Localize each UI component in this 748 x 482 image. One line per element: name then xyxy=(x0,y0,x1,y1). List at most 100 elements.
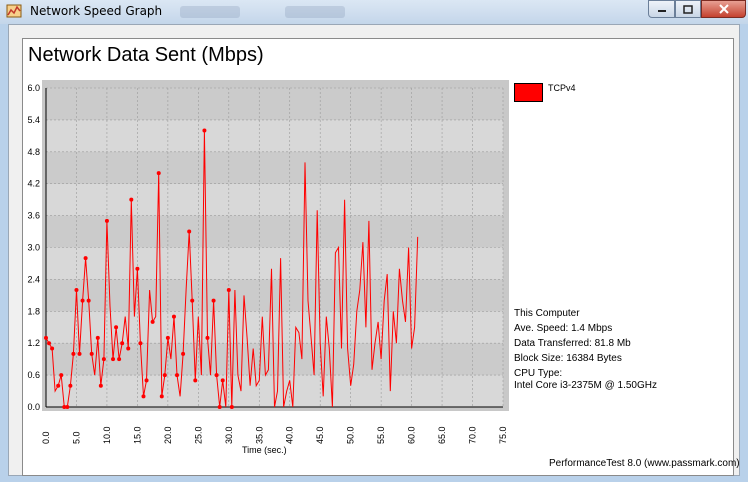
data-point xyxy=(156,171,161,176)
y-tick-label: 1.2 xyxy=(27,338,40,348)
data-point xyxy=(202,128,207,133)
x-axis-label: Time (sec.) xyxy=(242,445,287,455)
x-tick-label: 15.0 xyxy=(132,426,142,444)
data-point xyxy=(65,405,70,409)
y-tick-label: 4.8 xyxy=(27,147,40,157)
footer-credit: PerformanceTest 8.0 (www.passmark.com) xyxy=(549,458,740,469)
data-point xyxy=(62,405,67,409)
x-tick-label: 75.0 xyxy=(498,426,508,444)
x-tick-label: 40.0 xyxy=(285,426,295,444)
data-point xyxy=(214,373,219,378)
data-point xyxy=(162,373,167,378)
data-point xyxy=(211,298,216,303)
window-title: Network Speed Graph xyxy=(30,4,163,18)
x-tick-label: 30.0 xyxy=(224,426,234,444)
data-point xyxy=(101,357,106,362)
data-point xyxy=(175,373,180,378)
data-point xyxy=(135,266,140,271)
data-point xyxy=(89,351,94,356)
data-point xyxy=(159,394,164,399)
info-cpu-name: Intel Core i3-2375M @ 1.50GHz xyxy=(514,380,657,391)
x-tick-label: 65.0 xyxy=(437,426,447,444)
close-button[interactable] xyxy=(701,0,746,18)
plot-band xyxy=(46,215,503,248)
data-point xyxy=(187,229,192,234)
data-point xyxy=(120,341,125,346)
data-point xyxy=(229,405,234,409)
data-point xyxy=(80,298,85,303)
y-tick-label: 0.0 xyxy=(27,402,40,412)
x-tick-label: 70.0 xyxy=(468,426,478,444)
x-tick-label: 5.0 xyxy=(71,431,81,444)
x-tick-label: 55.0 xyxy=(376,426,386,444)
data-point xyxy=(150,319,155,324)
data-point xyxy=(56,383,61,388)
info-ave-speed: Ave. Speed: 1.4 Mbps xyxy=(514,323,613,334)
plot-band xyxy=(46,119,503,152)
background-window-tab xyxy=(180,6,240,18)
maximize-button[interactable] xyxy=(675,0,701,18)
data-point xyxy=(138,341,143,346)
data-point xyxy=(59,373,64,378)
x-tick-label: 20.0 xyxy=(163,426,173,444)
data-point xyxy=(83,256,88,261)
y-tick-label: 0.6 xyxy=(27,370,40,380)
plot-band xyxy=(46,183,503,216)
data-point xyxy=(205,335,210,340)
y-tick-label: 1.8 xyxy=(27,306,40,316)
info-block-size: Block Size: 16384 Bytes xyxy=(514,353,622,364)
data-point xyxy=(129,197,134,202)
y-tick-label: 3.0 xyxy=(27,243,40,253)
data-point xyxy=(144,378,149,383)
info-computer: This Computer xyxy=(514,308,580,319)
plot-band xyxy=(46,311,503,344)
legend-label: TCPv4 xyxy=(548,83,576,93)
plot-band xyxy=(46,151,503,184)
x-tick-label: 50.0 xyxy=(346,426,356,444)
maximize-icon xyxy=(683,4,693,14)
y-tick-label: 6.0 xyxy=(27,83,40,93)
y-tick-label: 3.6 xyxy=(27,211,40,221)
x-tick-label: 45.0 xyxy=(315,426,325,444)
data-point xyxy=(220,378,225,383)
x-tick-label: 25.0 xyxy=(193,426,203,444)
data-point xyxy=(104,218,109,223)
data-point xyxy=(50,346,55,351)
data-point xyxy=(181,351,186,356)
x-tick-label: 60.0 xyxy=(407,426,417,444)
background-window-tab xyxy=(285,6,345,18)
data-point xyxy=(44,335,48,340)
data-point xyxy=(126,346,131,351)
data-point xyxy=(71,351,76,356)
minimize-icon xyxy=(657,10,666,12)
data-point xyxy=(226,288,231,293)
close-icon xyxy=(718,4,729,14)
info-data-transferred: Data Transferred: 81.8 Mb xyxy=(514,338,631,349)
chart-title: Network Data Sent (Mbps) xyxy=(28,44,264,66)
data-point xyxy=(111,357,116,362)
plot-band xyxy=(46,343,503,376)
data-point xyxy=(190,298,195,303)
x-tick-label: 35.0 xyxy=(254,426,264,444)
data-point xyxy=(171,314,176,319)
y-tick-label: 5.4 xyxy=(27,115,40,125)
minimize-button[interactable] xyxy=(648,0,675,18)
data-point xyxy=(141,394,146,399)
data-point xyxy=(47,341,52,346)
app-graph-icon xyxy=(6,4,22,18)
y-tick-label: 2.4 xyxy=(27,274,40,284)
data-point xyxy=(95,335,100,340)
y-tick-label: 4.2 xyxy=(27,179,40,189)
x-tick-label: 0.0 xyxy=(41,431,51,444)
data-point xyxy=(68,383,73,388)
data-point xyxy=(165,335,170,340)
data-point xyxy=(117,357,122,362)
info-cpu-type-label: CPU Type: xyxy=(514,368,563,379)
data-point xyxy=(77,351,82,356)
plot-band xyxy=(46,247,503,280)
data-point xyxy=(86,298,91,303)
data-point xyxy=(217,405,222,409)
data-point xyxy=(74,288,79,293)
title-bar[interactable]: Network Speed Graph xyxy=(0,0,748,24)
